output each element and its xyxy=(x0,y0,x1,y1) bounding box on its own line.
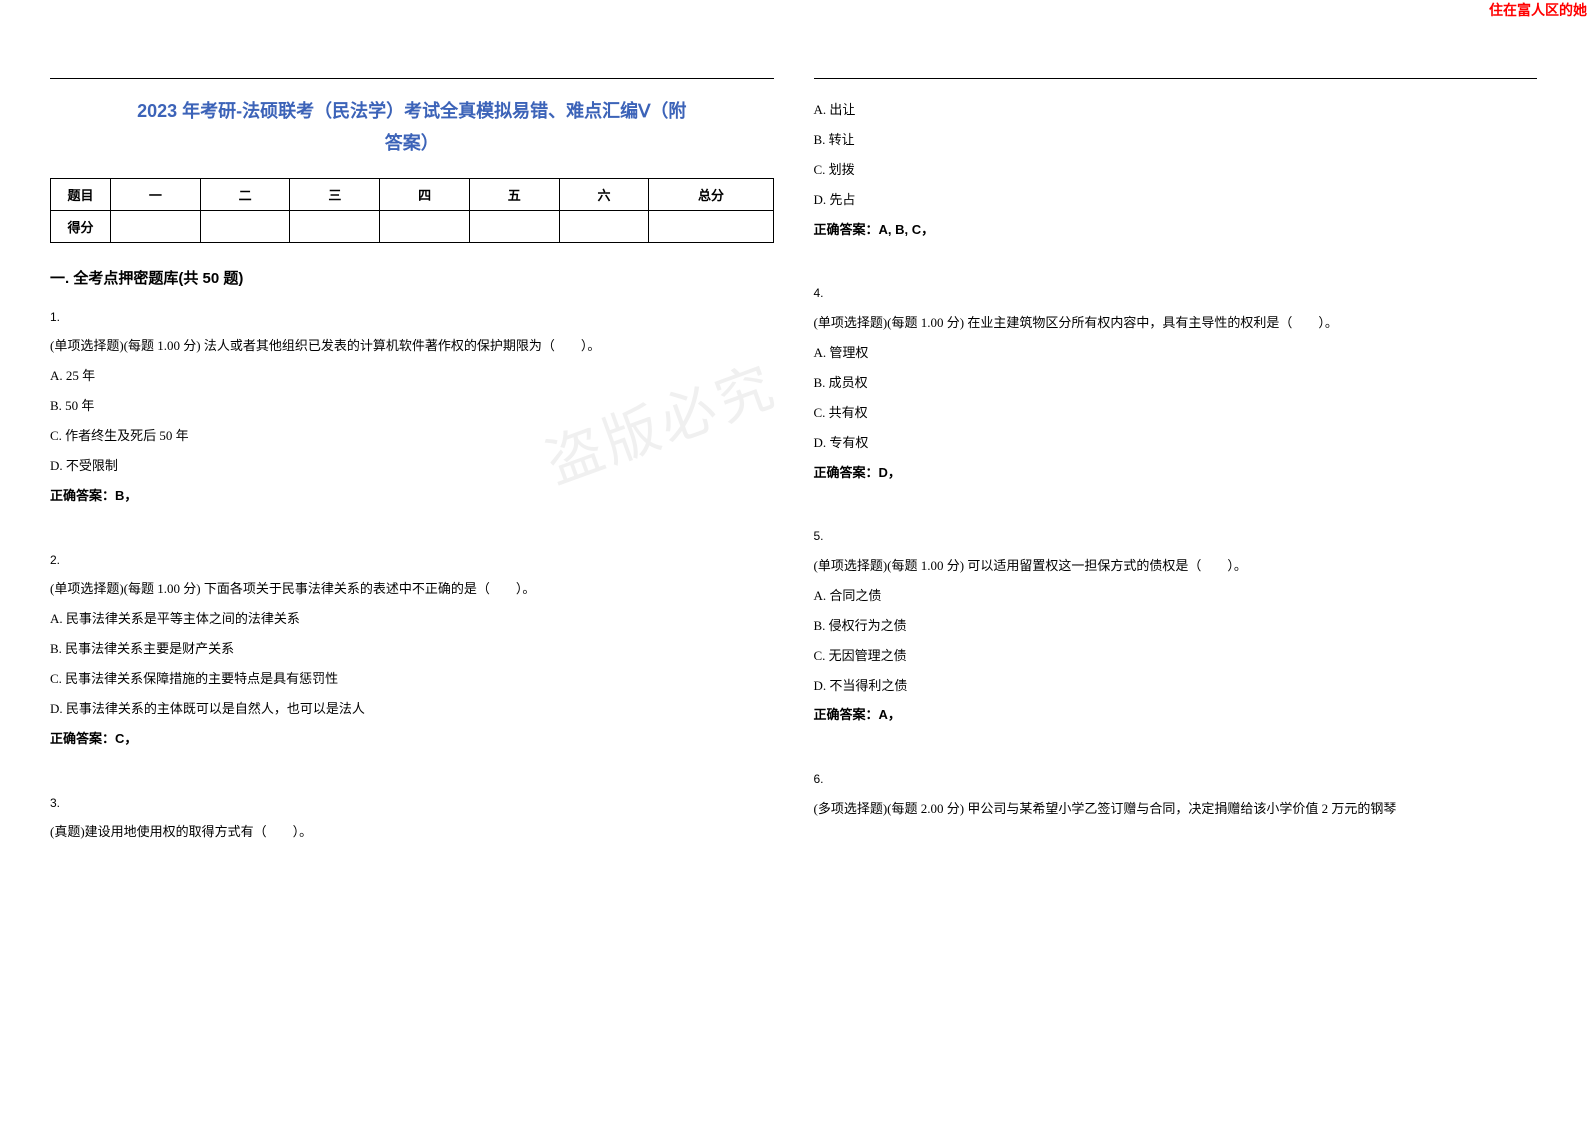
question-3: 3. (真题)建设用地使用权的取得方式有（ ）。 xyxy=(50,790,774,847)
question-option: B. 侵权行为之债 xyxy=(814,611,1538,641)
question-option: D. 不当得利之债 xyxy=(814,671,1538,701)
question-number: 5. xyxy=(814,523,1538,551)
question-option: B. 民事法律关系主要是财产关系 xyxy=(50,634,774,664)
question-2: 2. (单项选择题)(每题 1.00 分) 下面各项关于民事法律关系的表述中不正… xyxy=(50,547,774,754)
question-option: D. 不受限制 xyxy=(50,451,774,481)
question-6: 6. (多项选择题)(每题 2.00 分) 甲公司与某希望小学乙签订赠与合同，决… xyxy=(814,766,1538,823)
section-title: 一. 全考点押密题库(共 50 题) xyxy=(50,267,774,288)
score-header-cell: 五 xyxy=(469,178,559,210)
score-table: 题目 一 二 三 四 五 六 总分 得分 xyxy=(50,178,774,243)
left-column: 2023 年考研-法硕联考（民法学）考试全真模拟易错、难点汇编Ⅴ（附 答案） 题… xyxy=(50,78,774,883)
question-answer: 正确答案：C， xyxy=(50,724,774,754)
question-stem: (单项选择题)(每题 1.00 分) 下面各项关于民事法律关系的表述中不正确的是… xyxy=(50,574,774,604)
question-option: A. 合同之债 xyxy=(814,581,1538,611)
question-stem: (真题)建设用地使用权的取得方式有（ ）。 xyxy=(50,817,774,847)
score-cell xyxy=(380,210,470,242)
question-option: B. 50 年 xyxy=(50,391,774,421)
question-stem: (单项选择题)(每题 1.00 分) 可以适用留置权这一担保方式的债权是（ ）。 xyxy=(814,551,1538,581)
score-cell xyxy=(469,210,559,242)
header-divider-right xyxy=(814,78,1538,79)
question-option: B. 成员权 xyxy=(814,368,1538,398)
score-header-cell: 一 xyxy=(111,178,201,210)
question-option: D. 民事法律关系的主体既可以是自然人，也可以是法人 xyxy=(50,694,774,724)
score-header-cell: 三 xyxy=(290,178,380,210)
question-number: 3. xyxy=(50,790,774,818)
question-1: 1. (单项选择题)(每题 1.00 分) 法人或者其他组织已发表的计算机软件著… xyxy=(50,304,774,511)
question-3-cont: A. 出让 B. 转让 C. 划拨 D. 先占 正确答案：A, B, C， xyxy=(814,95,1538,244)
table-row: 得分 xyxy=(51,210,774,242)
question-number: 4. xyxy=(814,280,1538,308)
question-answer: 正确答案：D， xyxy=(814,458,1538,488)
score-cell xyxy=(200,210,290,242)
question-option: C. 无因管理之债 xyxy=(814,641,1538,671)
question-number: 2. xyxy=(50,547,774,575)
question-stem: (单项选择题)(每题 1.00 分) 在业主建筑物区分所有权内容中，具有主导性的… xyxy=(814,308,1538,338)
question-option: A. 出让 xyxy=(814,95,1538,125)
question-option: A. 25 年 xyxy=(50,361,774,391)
question-stem: (多项选择题)(每题 2.00 分) 甲公司与某希望小学乙签订赠与合同，决定捐赠… xyxy=(814,794,1538,824)
question-option: C. 作者终生及死后 50 年 xyxy=(50,421,774,451)
score-cell xyxy=(290,210,380,242)
page-container: 2023 年考研-法硕联考（民法学）考试全真模拟易错、难点汇编Ⅴ（附 答案） 题… xyxy=(0,28,1587,913)
score-header-cell: 总分 xyxy=(649,178,773,210)
document-title: 2023 年考研-法硕联考（民法学）考试全真模拟易错、难点汇编Ⅴ（附 答案） xyxy=(50,95,774,160)
question-option: A. 民事法律关系是平等主体之间的法律关系 xyxy=(50,604,774,634)
question-answer: 正确答案：B， xyxy=(50,481,774,511)
title-line2: 答案） xyxy=(385,133,439,153)
score-header-cell: 四 xyxy=(380,178,470,210)
score-cell xyxy=(111,210,201,242)
question-option: C. 划拨 xyxy=(814,155,1538,185)
score-cell xyxy=(559,210,649,242)
question-option: D. 专有权 xyxy=(814,428,1538,458)
header-source-label: 住在富人区的她 xyxy=(0,0,1587,20)
question-4: 4. (单项选择题)(每题 1.00 分) 在业主建筑物区分所有权内容中，具有主… xyxy=(814,280,1538,487)
question-stem: (单项选择题)(每题 1.00 分) 法人或者其他组织已发表的计算机软件著作权的… xyxy=(50,331,774,361)
table-row: 题目 一 二 三 四 五 六 总分 xyxy=(51,178,774,210)
question-answer: 正确答案：A, B, C， xyxy=(814,215,1538,245)
score-header-cell: 二 xyxy=(200,178,290,210)
header-divider-left xyxy=(50,78,774,79)
score-header-cell: 题目 xyxy=(51,178,111,210)
question-option: D. 先占 xyxy=(814,185,1538,215)
question-answer: 正确答案：A， xyxy=(814,700,1538,730)
question-number: 6. xyxy=(814,766,1538,794)
question-option: C. 民事法律关系保障措施的主要特点是具有惩罚性 xyxy=(50,664,774,694)
title-line1: 2023 年考研-法硕联考（民法学）考试全真模拟易错、难点汇编Ⅴ（附 xyxy=(137,101,686,121)
question-option: C. 共有权 xyxy=(814,398,1538,428)
question-option: B. 转让 xyxy=(814,125,1538,155)
right-column: A. 出让 B. 转让 C. 划拨 D. 先占 正确答案：A, B, C， 4.… xyxy=(814,78,1538,883)
question-option: A. 管理权 xyxy=(814,338,1538,368)
score-cell xyxy=(649,210,773,242)
score-header-cell: 六 xyxy=(559,178,649,210)
question-5: 5. (单项选择题)(每题 1.00 分) 可以适用留置权这一担保方式的债权是（… xyxy=(814,523,1538,730)
score-row-label: 得分 xyxy=(51,210,111,242)
question-number: 1. xyxy=(50,304,774,332)
